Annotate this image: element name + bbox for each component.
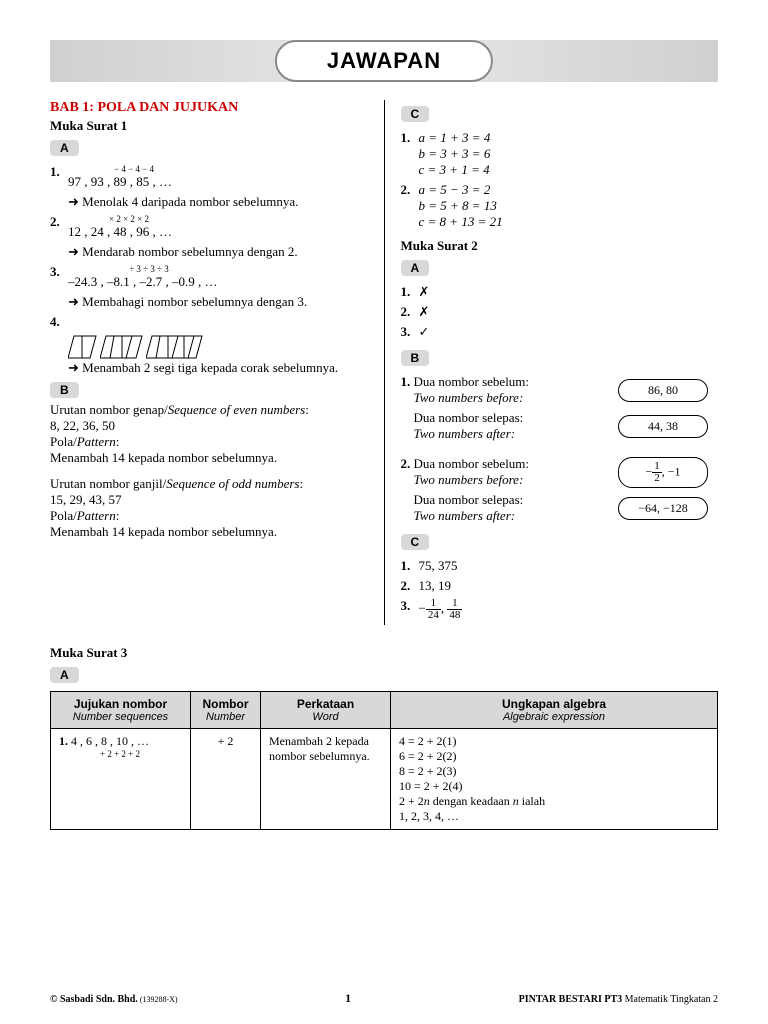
q1-desc: Menolak 4 daripada nombor sebelumnya. xyxy=(68,194,368,210)
answer-box: −12, −1 xyxy=(618,457,708,488)
even-desc: Menambah 14 kepada nombor sebelumnya. xyxy=(50,450,368,466)
a2-q3: 3. xyxy=(401,324,719,340)
section-b-badge: B xyxy=(50,382,79,398)
even-label: Urutan nombor genap/Sequence of even num… xyxy=(50,402,368,418)
q2-annotation: × 2 × 2 × 2 xyxy=(74,214,184,224)
c-q2-b: b = 5 + 8 = 13 xyxy=(419,198,719,214)
cross-icon xyxy=(419,304,430,319)
answer-box: −64, −128 xyxy=(618,497,708,520)
c-q1-a: a = 1 + 3 = 4 xyxy=(419,130,719,146)
c2-q3: 3.−124, 148 xyxy=(401,598,719,621)
muka-surat-1: Muka Surat 1 xyxy=(50,118,368,134)
b2-q1-after: Dua nombor selepas: Two numbers after: 4… xyxy=(401,410,719,442)
q1-annotation: − 4 − 4 − 4 xyxy=(74,164,194,174)
header-banner: JAWAPAN xyxy=(50,40,718,82)
section-a-badge: A xyxy=(50,140,79,156)
q1-sequence: 97 , 93 , 89 , 85 , … xyxy=(68,174,368,190)
muka-surat-3: Muka Surat 3 xyxy=(50,645,718,661)
c-q1: 1. a = 1 + 3 = 4 b = 3 + 3 = 6 c = 3 + 1… xyxy=(401,130,719,178)
q4-pattern xyxy=(68,334,368,360)
section-c-badge: C xyxy=(401,106,430,122)
check-icon xyxy=(419,324,430,339)
q3: 3. ÷ 3 ÷ 3 ÷ 3 –24.3 , –8.1 , –2.7 , –0.… xyxy=(50,264,368,290)
row1-annotation: + 2 + 2 + 2 xyxy=(75,749,165,759)
pola-label-1: Pola/Pattern: xyxy=(50,434,368,450)
c-q2-c: c = 8 + 13 = 21 xyxy=(419,214,719,230)
parallelogram-2-icon xyxy=(100,334,144,360)
section-a3-badge: A xyxy=(50,667,79,683)
b2-q1-before: 1. Dua nombor sebelum: Two numbers befor… xyxy=(401,374,719,406)
c2-q1: 1.75, 375 xyxy=(401,558,719,574)
sequence-table: Jujukan nomborNumber sequences NomborNum… xyxy=(50,691,718,830)
section-b2-badge: B xyxy=(401,350,430,366)
q3-annotation: ÷ 3 ÷ 3 ÷ 3 xyxy=(74,264,224,274)
parallelogram-3-icon xyxy=(146,334,204,360)
th-word: PerkataanWord xyxy=(261,692,391,729)
left-column: BAB 1: POLA DAN JUJUKAN Muka Surat 1 A 1… xyxy=(50,100,368,625)
table-row: 1. 4 , 6 , 8 , 10 , … + 2 + 2 + 2 + 2 Me… xyxy=(51,729,718,830)
odd-label: Urutan nombor ganjil/Sequence of odd num… xyxy=(50,476,368,492)
th-number: NomborNumber xyxy=(191,692,261,729)
q4: 4. xyxy=(50,314,368,330)
cross-icon xyxy=(419,284,430,299)
b2-q2-after: Dua nombor selepas: Two numbers after: −… xyxy=(401,492,719,524)
b2-q2-before: 2. Dua nombor sebelum: Two numbers befor… xyxy=(401,456,719,488)
answer-box: 86, 80 xyxy=(618,379,708,402)
section-a2-badge: A xyxy=(401,260,430,276)
q3-sequence: –24.3 , –8.1 , –2.7 , –0.9 , … xyxy=(68,274,368,290)
q3-desc: Membahagi nombor sebelumnya dengan 3. xyxy=(68,294,368,310)
q1: 1. − 4 − 4 − 4 97 , 93 , 89 , 85 , … xyxy=(50,164,368,190)
page-header-title: JAWAPAN xyxy=(275,40,493,82)
q2: 2. × 2 × 2 × 2 12 , 24 , 48 , 96 , … xyxy=(50,214,368,240)
parallelogram-1-icon xyxy=(68,334,98,360)
odd-seq: 15, 29, 43, 57 xyxy=(50,492,368,508)
even-seq: 8, 22, 36, 50 xyxy=(50,418,368,434)
q4-desc: Menambah 2 segi tiga kepada corak sebelu… xyxy=(68,360,368,376)
c2-q2: 2.13, 19 xyxy=(401,578,719,594)
section-c2-badge: C xyxy=(401,534,430,550)
c-q2: 2. a = 5 − 3 = 2 b = 5 + 8 = 13 c = 8 + … xyxy=(401,182,719,230)
muka-surat-2: Muka Surat 2 xyxy=(401,238,719,254)
chapter-title: BAB 1: POLA DAN JUJUKAN xyxy=(50,100,368,116)
c-q1-c: c = 3 + 1 = 4 xyxy=(419,162,719,178)
page-footer: © Sasbadi Sdn. Bhd. (139288-X) 1 PINTAR … xyxy=(50,991,718,1006)
odd-desc: Menambah 14 kepada nombor sebelumnya. xyxy=(50,524,368,540)
answer-box: 44, 38 xyxy=(618,415,708,438)
c-q2-a: a = 5 − 3 = 2 xyxy=(419,182,719,198)
c-q1-b: b = 3 + 3 = 6 xyxy=(419,146,719,162)
th-sequences: Jujukan nomborNumber sequences xyxy=(51,692,191,729)
a2-q2: 2. xyxy=(401,304,719,320)
th-algebra: Ungkapan algebraAlgebraic expression xyxy=(391,692,718,729)
a2-q1: 1. xyxy=(401,284,719,300)
q2-sequence: 12 , 24 , 48 , 96 , … xyxy=(68,224,368,240)
pola-label-2: Pola/Pattern: xyxy=(50,508,368,524)
q2-desc: Mendarab nombor sebelumnya dengan 2. xyxy=(68,244,368,260)
page-number: 1 xyxy=(345,991,351,1006)
right-column: C 1. a = 1 + 3 = 4 b = 3 + 3 = 6 c = 3 +… xyxy=(384,100,719,625)
